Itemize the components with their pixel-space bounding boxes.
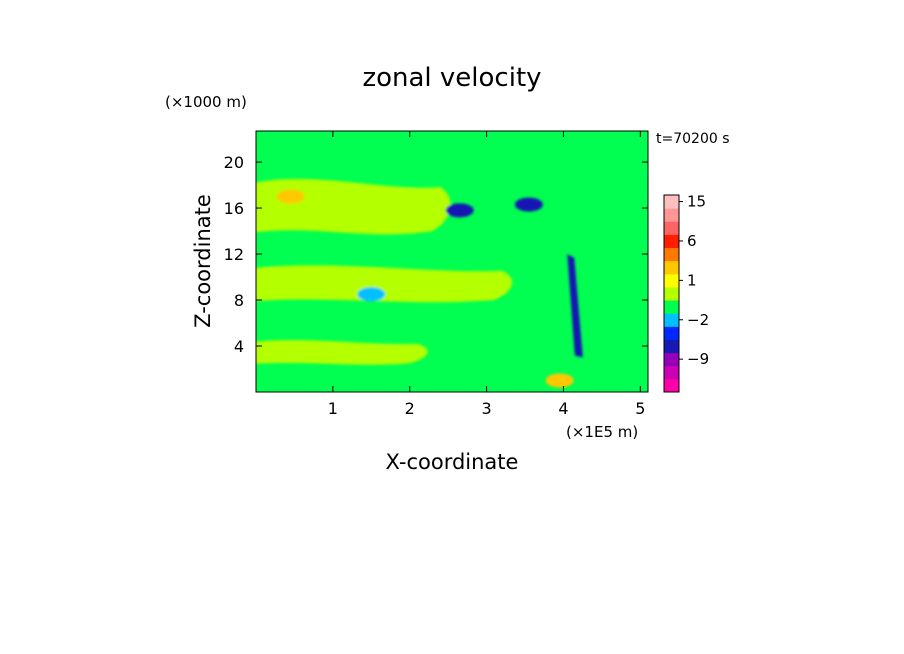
y-axis-ticks: 4 8 12 16 20 — [224, 153, 648, 356]
colorbar-swatch-3 — [664, 339, 679, 354]
x-tick-label-1: 2 — [405, 399, 415, 418]
colorbar — [664, 195, 679, 393]
colorbar-swatch-14 — [664, 195, 679, 209]
x-tick-label-0: 1 — [328, 399, 338, 418]
field-blob-4 — [276, 189, 305, 204]
colorbar-label-3: −2 — [687, 311, 709, 329]
field-blob-6 — [514, 197, 543, 212]
y-tick-label-0: 4 — [234, 337, 244, 356]
colorbar-swatch-9 — [664, 260, 679, 275]
colorbar-swatch-2 — [664, 352, 679, 367]
colorbar-swatch-0 — [664, 378, 679, 393]
x-tick-label-4: 5 — [635, 399, 645, 418]
colorbar-swatch-6 — [664, 300, 679, 314]
colorbar-swatch-8 — [664, 273, 679, 288]
colorbar-swatch-13 — [664, 208, 679, 222]
field-blob-7 — [445, 203, 474, 218]
time-label: t=70200 s — [656, 131, 730, 147]
y-tick-label-4: 20 — [224, 153, 244, 172]
field-blob-5 — [357, 287, 386, 302]
colorbar-label-0: 15 — [687, 193, 706, 211]
x-axis-label: X-coordinate — [386, 450, 519, 474]
field-streak-8 — [567, 254, 583, 358]
colorbar-swatch-1 — [664, 365, 679, 380]
colorbar-label-1: 6 — [687, 232, 697, 250]
plot-frame — [255, 130, 649, 393]
y-tick-label-3: 16 — [224, 199, 244, 218]
y-unit-label: (×1000 m) — [165, 93, 247, 111]
colorbar-swatch-12 — [664, 221, 679, 235]
colorbar-label-4: −9 — [687, 350, 709, 368]
chart-title: zonal velocity — [362, 63, 541, 93]
colorbar-label-2: 1 — [687, 271, 697, 289]
colorbar-ticks: 15 6 1 −2 −9 — [679, 193, 709, 368]
x-axis-ticks: 1 2 3 4 5 — [328, 131, 645, 418]
colorbar-swatch-11 — [664, 234, 679, 249]
colorbar-swatch-4 — [664, 326, 679, 340]
x-tick-label-3: 4 — [558, 399, 568, 418]
colorbar-swatch-5 — [664, 313, 679, 327]
field-band-1 — [256, 340, 428, 365]
y-tick-label-1: 8 — [234, 291, 244, 310]
field-band-2 — [256, 265, 513, 303]
field-blob-9 — [545, 373, 574, 388]
y-tick-label-2: 12 — [224, 245, 244, 264]
colorbar-swatch-7 — [664, 286, 679, 301]
field-band-3 — [256, 179, 451, 235]
colorbar-swatch-10 — [664, 247, 679, 262]
colorbar-frame — [663, 194, 680, 393]
heatmap-field — [256, 131, 648, 392]
x-unit-label: (×1E5 m) — [566, 423, 638, 441]
x-tick-label-2: 3 — [481, 399, 491, 418]
y-axis-label: Z-coordinate — [191, 194, 215, 328]
